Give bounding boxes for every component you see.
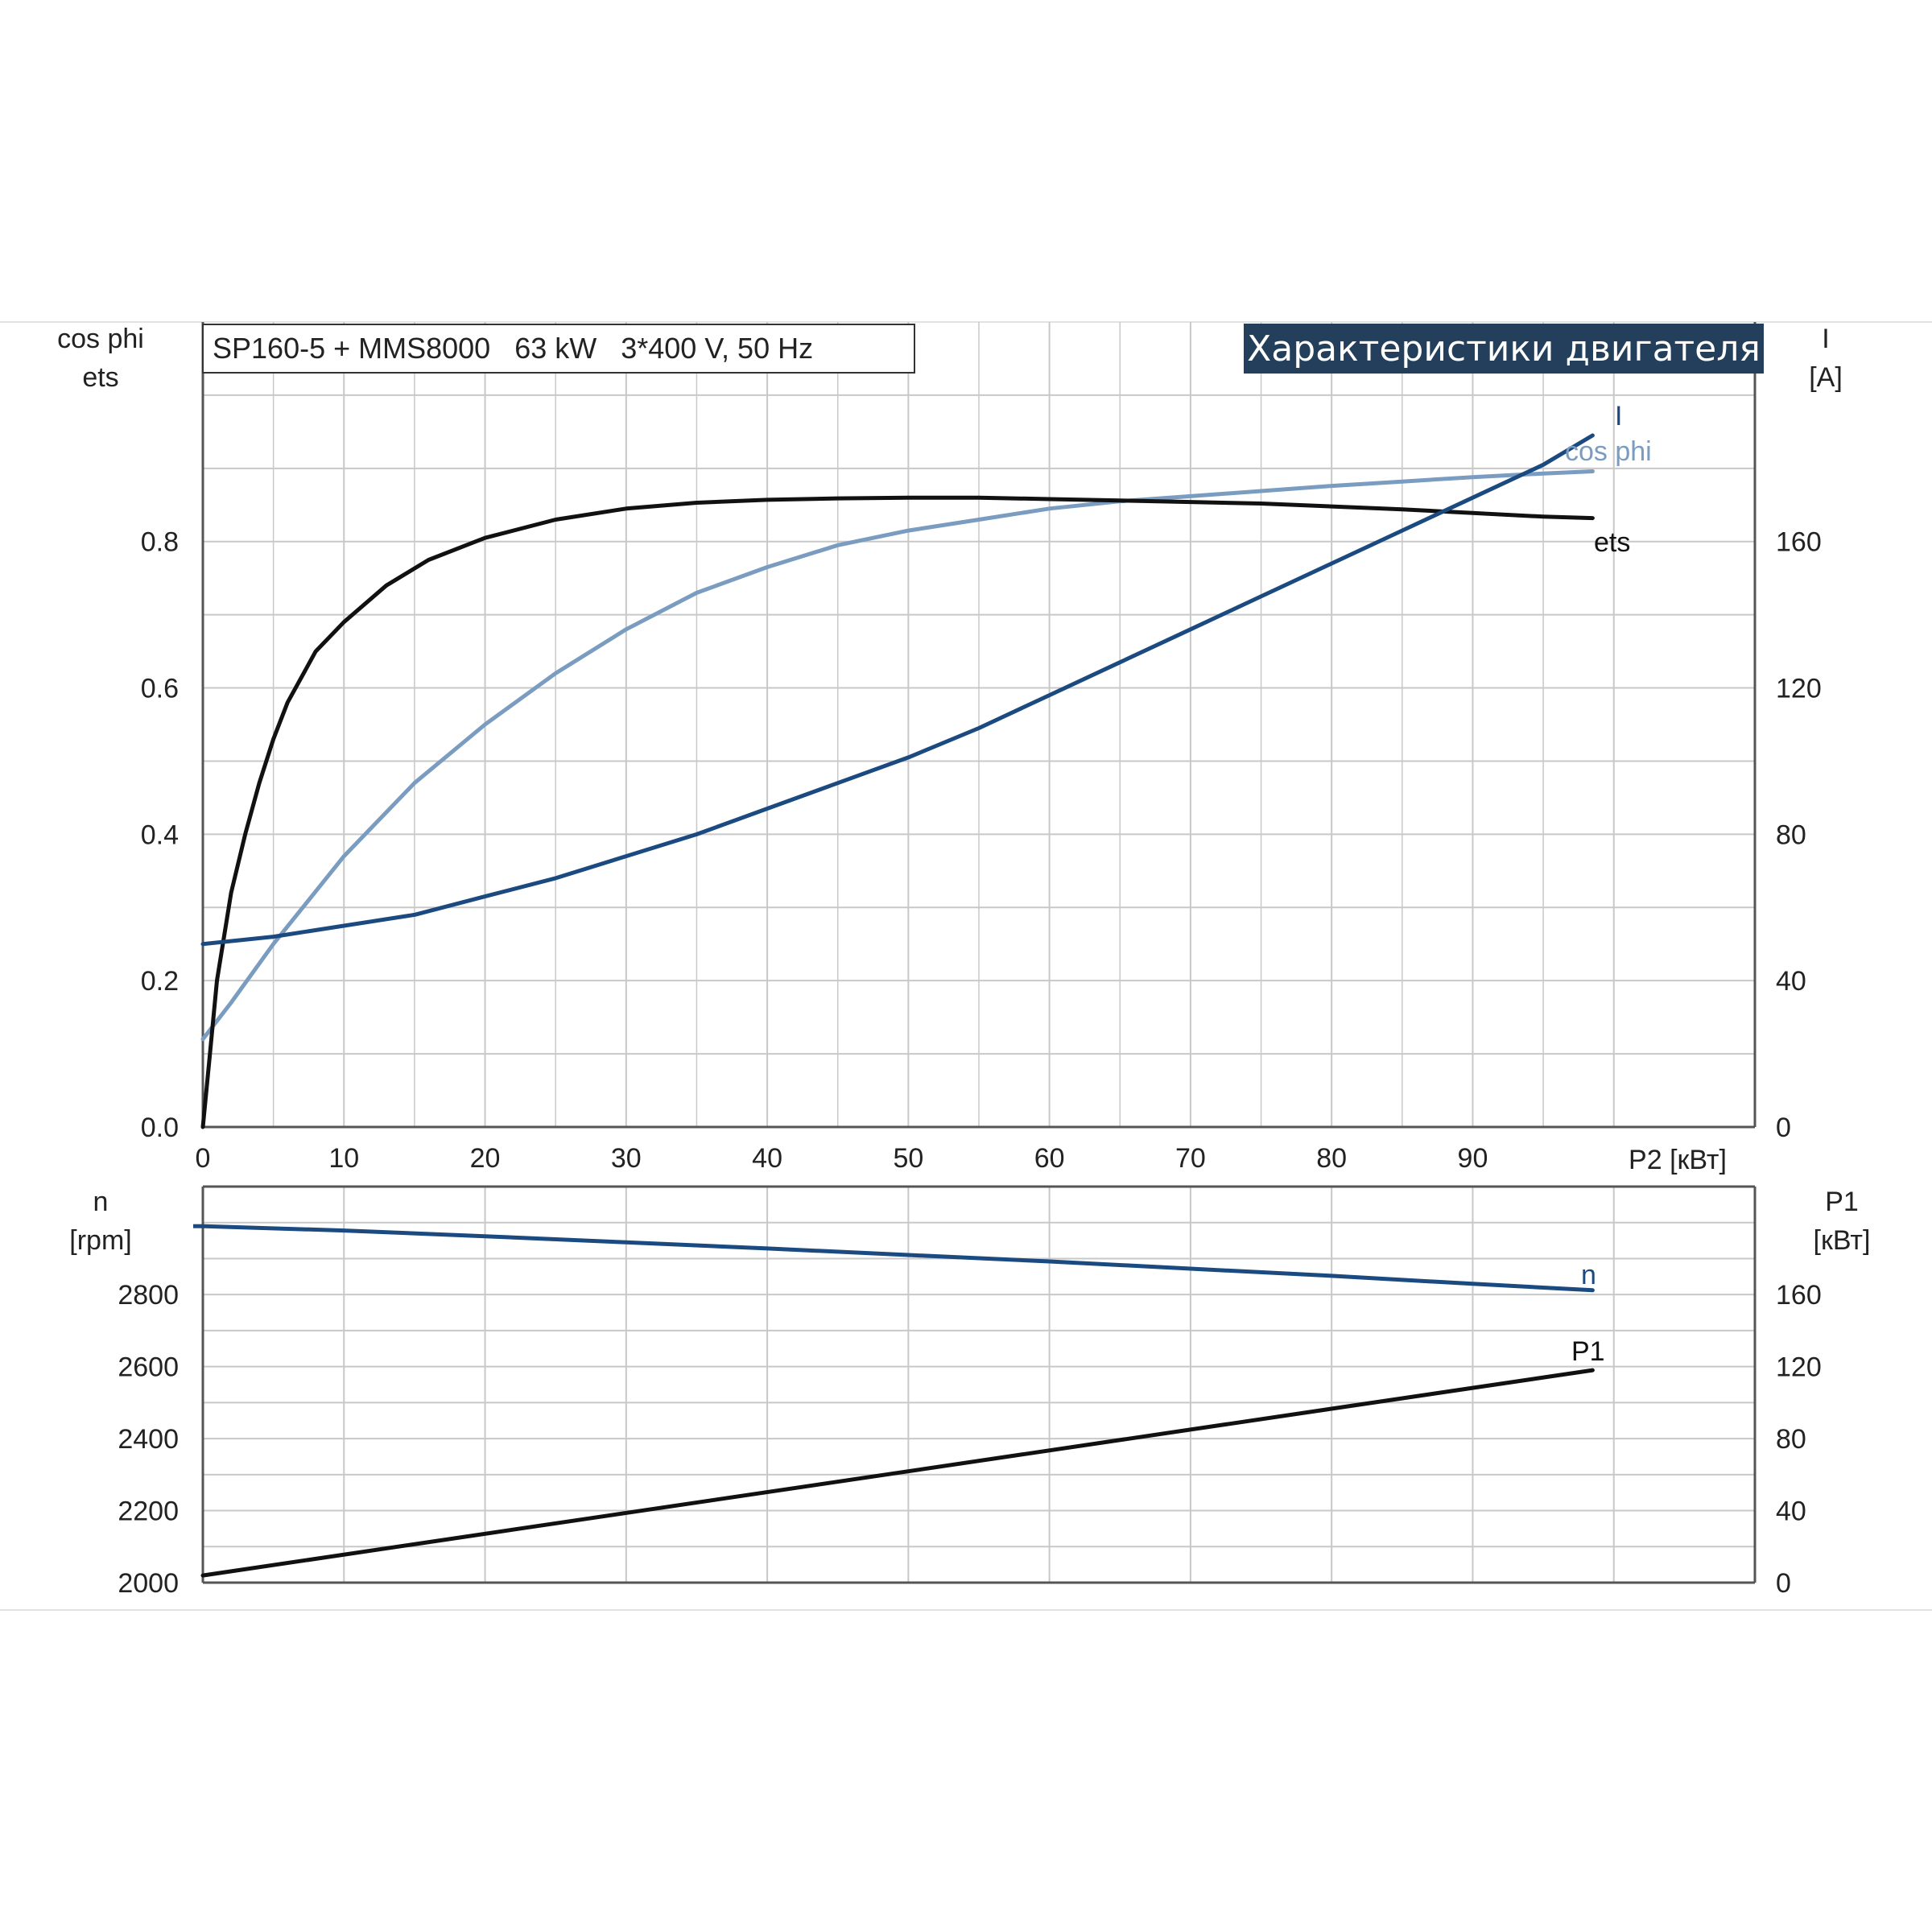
x-tick-label: 60 [1034,1143,1065,1174]
y-left-tick-label: 0.2 [141,966,179,997]
chart-title: Характеристики двигателя [1247,328,1761,369]
n-tick-label: 2600 [118,1352,179,1383]
p1-tick-label: 80 [1776,1424,1806,1455]
y-right-tick-label: 0 [1776,1113,1791,1143]
x-tick-label: 40 [752,1143,782,1174]
x-tick-label: 20 [470,1143,501,1174]
y-right-top-label: I [1822,324,1829,354]
x-tick-label: 50 [893,1143,923,1174]
y-left-top-label: cos phi [57,324,144,354]
p1-axis-top-label: P1 [1825,1187,1859,1217]
n-axis-top-label: n [93,1187,109,1217]
p1-tick-label: 0 [1776,1568,1791,1599]
y-right-tick-label: 40 [1776,966,1806,997]
y-left-tick-label: 0.8 [141,527,179,558]
bottom-plot-curves: n P1 [193,1224,1605,1578]
p1-tick-label: 40 [1776,1496,1806,1527]
y-right-tick-label: 80 [1776,819,1806,850]
n-tick-label: 2000 [118,1568,179,1599]
tick-labels: 0 10 20 30 40 50 60 70 80 90 0.0 0.2 0.4 0.6 0.8 0 40 80 1… [118,527,1821,1599]
info-box-text: SP160-5 + MMS8000 63 kW 3*400 V, 50 Hz [213,332,813,365]
n-axis-bottom-label: [rpm] [69,1225,131,1256]
current-curve-label: I [1615,401,1622,431]
y-left-tick-label: 0.6 [141,674,179,704]
top-plot-grid [202,322,1755,1127]
x-tick-label: 90 [1458,1143,1488,1174]
n-curve-label: n [1581,1260,1596,1290]
plot-borders [201,322,1757,1584]
x-tick-label: 70 [1175,1143,1206,1174]
info-box [202,324,915,374]
y-left-tick-label: 0.4 [141,819,179,850]
y-right-tick-label: 120 [1776,674,1822,704]
y-right-bottom-label: [A] [1809,362,1843,393]
x-tick-label: 80 [1316,1143,1347,1174]
bottom-plot-grid [202,1187,1755,1583]
x-axis-label: P2 [кВт] [1629,1145,1727,1175]
chart-title-banner [1244,324,1764,374]
x-tick-label: 30 [611,1143,642,1174]
n-tick-label: 2200 [118,1496,179,1527]
x-tick-label: 10 [328,1143,359,1174]
y-left-tick-label: 0.0 [141,1113,179,1143]
p1-axis-bottom-label: [кВт] [1814,1225,1871,1256]
y-right-tick-label: 160 [1776,527,1822,558]
ets-curve [200,495,1595,1129]
p1-tick-label: 120 [1776,1352,1822,1383]
n-tick-label: 2400 [118,1424,179,1455]
cos-phi-curve [200,469,1595,1042]
x-tick-label: 0 [196,1143,211,1174]
cos-phi-curve-label: cos phi [1565,436,1652,467]
y-left-bottom-label: ets [82,362,118,393]
p1-curve [200,1368,1595,1578]
p1-curve-label: P1 [1571,1336,1605,1367]
p1-tick-label: 160 [1776,1280,1822,1311]
current-curve [200,433,1595,947]
top-plot-curves: ets cos phi I [200,401,1652,1129]
n-tick-label: 2800 [118,1280,179,1311]
ets-curve-label: ets [1594,527,1630,558]
n-curve [200,1224,1595,1293]
